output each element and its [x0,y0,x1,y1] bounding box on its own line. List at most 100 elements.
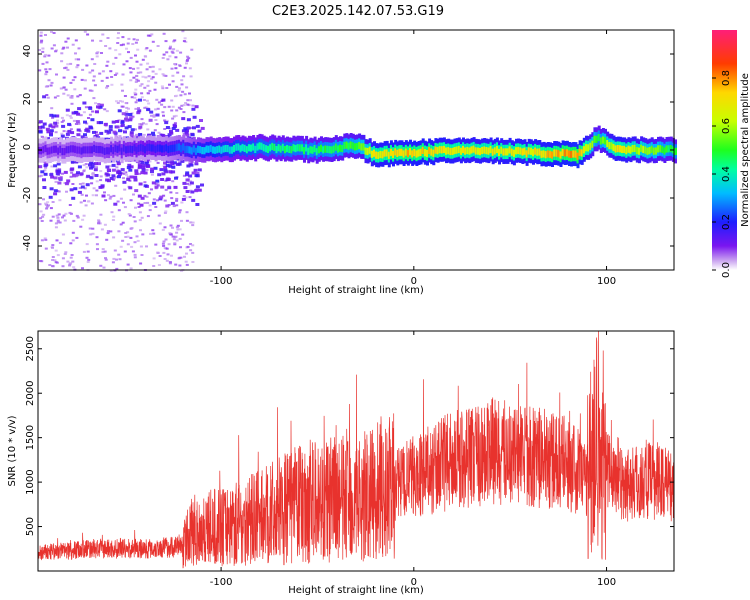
spectrogram-noise-cell [71,239,75,242]
spectrogram-noise-cell [80,193,84,196]
spectrogram-noise-cell [64,182,69,186]
spectrogram-noise-cell [52,114,57,118]
spectrogram-noise-cell [96,248,99,251]
spectrogram-noise-cell [66,37,70,40]
spectrogram-trace-cell [555,149,559,157]
spectrogram-noise-cell [91,174,95,177]
spectrogram-trace-cell [400,148,404,156]
spectrogram-noise-cell [168,47,172,50]
spectrogram-noise-cell [83,87,87,90]
spectrogram-noise-cell [130,128,135,132]
spectrogram-trace-cell [667,145,671,153]
spectrogram-noise-cell [48,68,52,71]
spectrogram-noise-cell [173,242,177,245]
spectrogram-noise-cell [155,123,159,126]
spectrogram-noise-cell [185,133,190,137]
spectrogram-noise-cell [152,198,156,201]
spectrogram-noise-cell [169,130,173,133]
spectrogram-noise-cell [123,206,127,209]
spectrogram-noise-cell [115,100,118,103]
spectrogram-noise-cell [136,111,141,115]
spectrogram-noise-cell [178,237,182,240]
spectrogram-noise-cell [91,39,94,42]
spectrogram-noise-cell [179,108,183,110]
spectrogram-noise-cell [133,256,137,259]
spectrogram-noise-cell [146,215,150,218]
spectrogram-noise-cell [129,165,134,169]
spectrogram-noise-cell [115,166,119,169]
spectrogram-trace-cell [406,150,410,158]
spectrogram-noise-cell [84,128,89,132]
spectrogram-noise-cell [50,47,54,50]
spectrogram-noise-cell [103,108,107,111]
spectrogram-trace-cell [80,147,84,155]
spectrogram-trace-cell [59,145,63,153]
spectrogram-noise-cell [114,133,118,136]
spectrogram-noise-cell [125,60,129,63]
spectrogram-noise-cell [173,39,177,42]
spectrogram-noise-cell [44,238,48,241]
spectrogram-trace-cell [447,147,451,155]
spectrogram-trace-cell [627,145,631,153]
spectrogram-trace-cell [536,148,540,156]
spectrogram-trace-cell [233,145,236,153]
spectrogram-noise-cell [79,114,83,117]
spectrogram-noise-cell [73,76,77,79]
spectrogram-noise-cell [42,198,45,201]
spectrogram-trace-cell [635,147,639,155]
spectrogram-trace-cell [591,140,595,148]
spectrogram-noise-cell [78,94,82,97]
spectrogram-trace-cell [428,146,432,155]
spectrogram-noise-cell [111,168,116,172]
spectrogram-noise-cell [60,134,65,138]
spectrogram-noise-cell [143,194,147,197]
spectrogram-noise-cell [61,216,64,219]
spectrogram-noise-cell [119,245,123,248]
spectrogram-noise-cell [126,166,131,170]
spectrogram-noise-cell [139,262,143,265]
spectrogram-noise-cell [56,119,59,122]
spectrogram-trace-cell [351,142,355,150]
spectrogram-noise-cell [156,161,160,164]
spectrogram-trace-cell [578,148,582,156]
spectrogram-trace-cell [631,145,635,153]
spectrogram-noise-cell [71,196,76,200]
spectrogram-noise-cell [83,30,87,33]
spectrogram-noise-cell [79,201,83,204]
spectrogram-noise-cell [49,113,54,117]
spectrogram-trace-cell [548,150,552,158]
spectrogram-noise-cell [165,126,170,129]
spectrogram-trace-cell [383,149,387,157]
spectrogram-noise-cell [136,79,140,82]
spectrogram-noise-cell [40,125,45,129]
spectrogram-noise-cell [192,126,196,130]
spectrogram-noise-cell [106,173,111,177]
spectrogram-noise-cell [47,79,51,82]
spectrogram-noise-cell [60,52,64,55]
spectrogram-trace-cell [167,145,171,153]
spectrogram-xtick-label: 0 [411,276,417,287]
spectrogram-trace-cell [250,144,253,152]
spectrogram-trace-cell [156,144,160,152]
spectrogram-trace-cell [665,145,669,153]
spectrogram-noise-cell [121,73,125,76]
spectrogram-noise-cell [148,66,152,69]
spectrogram-noise-cell [200,183,204,187]
spectrogram-trace-cell [387,151,391,159]
spectrogram-trace-cell [415,150,419,158]
spectrogram-noise-cell [163,119,167,122]
spectrogram-noise-cell [98,105,103,109]
spectrogram-noise-cell [63,219,67,222]
spectrogram-noise-cell [71,111,76,115]
spectrogram-noise-cell [55,239,59,242]
spectrogram-trace-cell [396,149,400,157]
spectrogram-noise-cell [78,187,82,189]
spectrogram-noise-cell [186,99,190,102]
spectrogram-noise-cell [68,204,72,206]
spectrogram-trace-cell [309,146,313,154]
spectrogram-noise-cell [77,47,81,50]
spectrogram-noise-cell [178,211,182,214]
spectrogram-noise-cell [49,132,53,136]
spectrogram-noise-cell [108,47,112,50]
spectrogram-noise-cell [41,47,45,50]
